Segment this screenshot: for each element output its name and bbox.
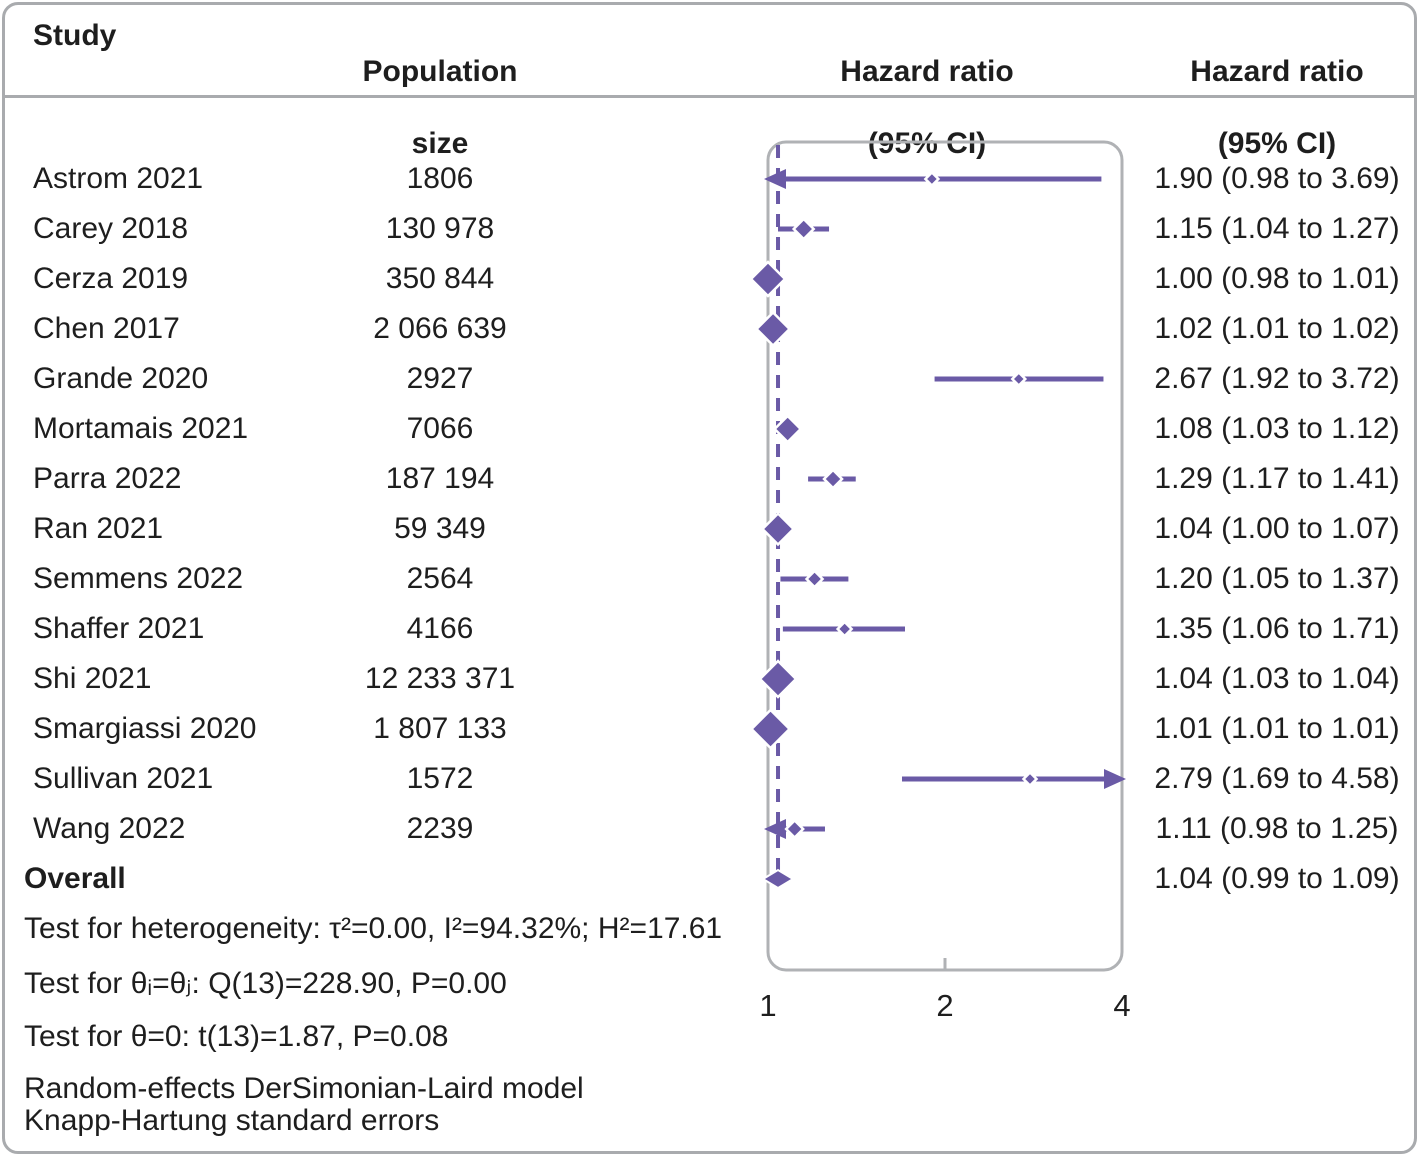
col-header-hazard-ratio-text-line1: Hazard ratio xyxy=(1190,55,1364,88)
plot-panel-border xyxy=(766,140,1124,972)
footnote-test-1: Test for heterogeneity: τ²=0.00, I²=94.3… xyxy=(24,912,723,945)
study-label: Grande 2020 xyxy=(33,362,209,395)
study-point-diamond xyxy=(822,468,844,490)
col-header-hazard-ratio-text: Hazard ratio (95% CI) xyxy=(1152,18,1402,198)
hazard-ratio-ci-value: 1.00 (0.98 to 1.01) xyxy=(1154,262,1400,295)
study-label: Carey 2018 xyxy=(33,212,189,245)
hazard-ratio-ci-value: 1.08 (1.03 to 1.12) xyxy=(1154,412,1400,445)
overall-diamond xyxy=(761,868,795,890)
population-value: 2564 xyxy=(406,562,474,595)
study-point-diamond xyxy=(760,511,796,547)
ci-clip-arrow-left xyxy=(764,819,786,839)
population-value: 59 349 xyxy=(394,512,486,545)
study-label: Astrom 2021 xyxy=(33,162,204,195)
x-axis-tick-label-2: 2 xyxy=(936,988,954,1023)
population-value: 130 978 xyxy=(385,212,495,245)
population-value: 1572 xyxy=(406,762,474,795)
hazard-ratio-ci-value: 1.90 (0.98 to 3.69) xyxy=(1154,162,1400,195)
population-value: 2927 xyxy=(406,362,474,395)
hazard-ratio-ci-value: 2.67 (1.92 to 3.72) xyxy=(1154,362,1400,395)
study-point-diamond xyxy=(749,708,792,750)
population-value: 7066 xyxy=(406,412,474,445)
study-label: Sullivan 2021 xyxy=(33,762,214,795)
hazard-ratio-ci-value: 1.04 (1.03 to 1.04) xyxy=(1154,662,1400,695)
col-header-hazard-ratio-plot-line1: Hazard ratio xyxy=(840,55,1014,88)
population-value: 1806 xyxy=(406,162,474,195)
hazard-ratio-ci-value: 2.79 (1.69 to 4.58) xyxy=(1154,762,1400,795)
overall-label: Overall xyxy=(24,862,126,895)
footnote-test-3: Test for θ=0: t(13)=1.87, P=0.08 xyxy=(24,1020,449,1053)
col-header-hazard-ratio-text-line2: (95% CI) xyxy=(1217,127,1337,160)
study-label: Parra 2022 xyxy=(33,462,182,495)
model-note-1: Random-effects DerSimonian-Laird model xyxy=(24,1072,584,1105)
hazard-ratio-ci-value: 1.29 (1.17 to 1.41) xyxy=(1154,462,1400,495)
study-label: Ran 2021 xyxy=(33,512,164,545)
study-point-diamond xyxy=(784,818,805,840)
population-value: 1 807 133 xyxy=(373,712,507,745)
x-axis-tick-label-4: 4 xyxy=(1113,988,1131,1023)
study-point-diamond xyxy=(1021,770,1039,788)
study-label: Chen 2017 xyxy=(33,312,180,345)
study-label: Shi 2021 xyxy=(33,662,152,695)
study-point-diamond xyxy=(791,217,816,241)
study-label: Smargiassi 2020 xyxy=(33,712,257,745)
study-label: Wang 2022 xyxy=(33,812,186,845)
study-point-diamond xyxy=(754,310,792,348)
study-point-diamond xyxy=(758,659,798,699)
population-value: 12 233 371 xyxy=(364,662,516,695)
ci-clip-arrow-left xyxy=(764,169,786,189)
population-value: 187 194 xyxy=(385,462,495,495)
model-note-2: Knapp-Hartung standard errors xyxy=(24,1104,440,1137)
col-header-study: Study xyxy=(33,19,117,52)
population-value: 350 844 xyxy=(385,262,495,295)
population-value: 4166 xyxy=(406,612,474,645)
col-header-population-line1: Population xyxy=(362,55,518,88)
study-label: Cerza 2019 xyxy=(33,262,189,295)
hazard-ratio-ci-value: 1.35 (1.06 to 1.71) xyxy=(1154,612,1400,645)
population-value: 2 066 639 xyxy=(373,312,507,345)
x-axis-tick-label-1: 1 xyxy=(759,988,777,1023)
col-header-population-line2: size xyxy=(411,127,469,160)
ci-clip-arrow-right xyxy=(1104,769,1126,789)
overall-hazard-ratio-ci-value: 1.04 (0.99 to 1.09) xyxy=(1154,862,1400,895)
population-value: 2239 xyxy=(406,812,474,845)
study-point-diamond xyxy=(1010,370,1028,388)
study-label: Semmens 2022 xyxy=(33,562,244,595)
study-point-diamond xyxy=(772,414,803,444)
hazard-ratio-ci-value: 1.20 (1.05 to 1.37) xyxy=(1154,562,1400,595)
header-divider xyxy=(2,95,1417,98)
hazard-ratio-ci-value: 1.11 (0.98 to 1.25) xyxy=(1155,812,1399,845)
hazard-ratio-ci-value: 1.04 (1.00 to 1.07) xyxy=(1154,512,1400,545)
study-point-diamond xyxy=(804,569,825,589)
footnote-test-2: Test for θᵢ=θⱼ: Q(13)=228.90, P=0.00 xyxy=(24,967,507,1000)
study-point-diamond xyxy=(835,620,854,638)
hazard-ratio-ci-value: 1.15 (1.04 to 1.27) xyxy=(1154,212,1400,245)
hazard-ratio-ci-value: 1.01 (1.01 to 1.01) xyxy=(1154,712,1400,745)
col-header-population: Population size xyxy=(300,18,580,198)
study-label: Mortamais 2021 xyxy=(33,412,249,445)
study-point-diamond xyxy=(923,170,941,188)
study-point-diamond xyxy=(749,260,787,298)
hazard-ratio-ci-value: 1.02 (1.01 to 1.02) xyxy=(1154,312,1400,345)
study-label: Shaffer 2021 xyxy=(33,612,205,645)
